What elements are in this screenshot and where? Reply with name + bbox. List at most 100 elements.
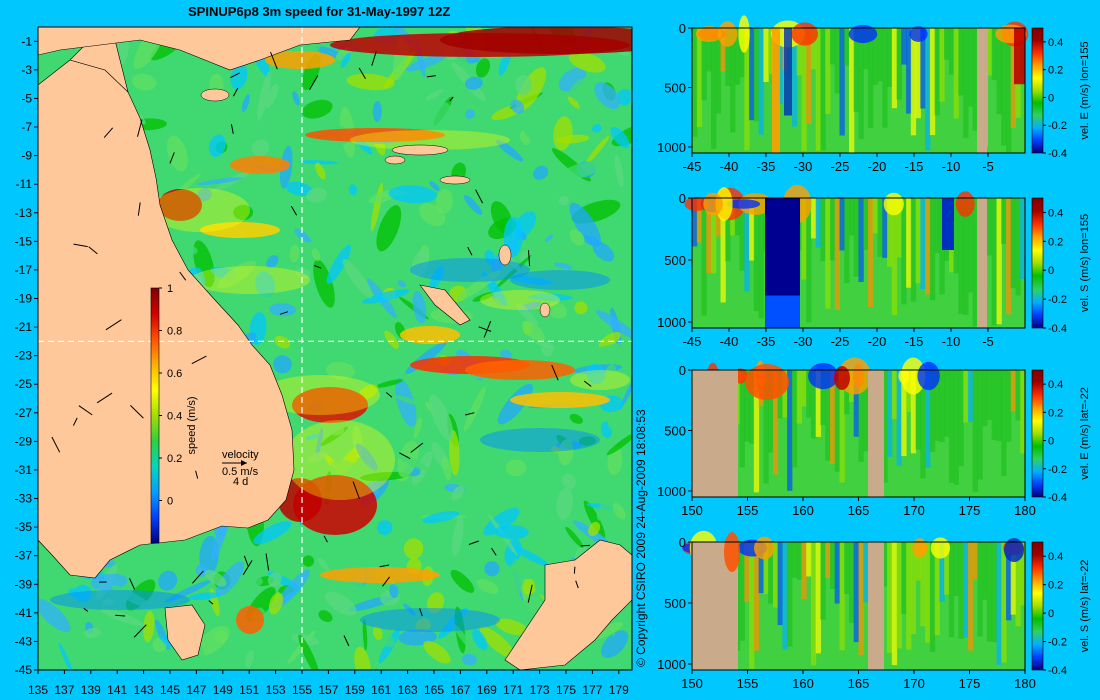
speed-eddy [509, 558, 524, 596]
speed-eddy [574, 301, 588, 315]
section-colorbar-tick-label: 0 [1048, 265, 1054, 277]
section-streak [896, 370, 902, 466]
section-streak [744, 542, 750, 603]
speed-eddy [305, 433, 321, 441]
speed-eddy [479, 100, 505, 114]
section-x-tick-label: 180 [1014, 676, 1036, 691]
map-x-tick-label: 159 [345, 683, 365, 697]
speed-eddy [354, 646, 371, 670]
map-y-tick-label: -7 [21, 120, 32, 134]
current-feature [292, 387, 368, 423]
speed-eddy [84, 627, 101, 639]
map-x-tick-label: 137 [54, 683, 74, 697]
velocity-arrow [352, 481, 360, 500]
speed-eddy [306, 187, 328, 203]
section-streak [744, 370, 750, 442]
section-streak [734, 28, 741, 85]
speed-eddy [358, 384, 379, 401]
speed-eddy [497, 383, 533, 425]
map-x-tick-label: 135 [28, 683, 48, 697]
surface-feature [703, 192, 723, 216]
velocity-arrow [265, 553, 270, 571]
section-streak [834, 370, 840, 472]
velocity-arrow [290, 205, 298, 216]
section-land [977, 198, 987, 328]
speed-eddy [244, 650, 254, 669]
speed-eddy [424, 528, 455, 542]
jet-feature [765, 198, 800, 296]
section-streak [991, 198, 997, 326]
section-streak [815, 198, 821, 248]
section-streak [925, 370, 931, 468]
velocity-arrow [169, 152, 175, 164]
map-y-tick-label: -29 [15, 434, 33, 448]
section-streak [853, 542, 859, 643]
section-x-tick-label: 170 [903, 503, 925, 518]
speed-eddy [406, 54, 446, 72]
section-streak [887, 370, 893, 457]
section-streak [810, 28, 817, 70]
speed-eddy [318, 610, 333, 623]
speed-eddy [273, 355, 292, 374]
section-panels: -45 -40 -35 -30 -25 -20 -15 -10 -5 0 500 1000 0.4 0.2… [657, 15, 1091, 691]
section-streak [891, 28, 898, 109]
velocity-arrow [309, 75, 319, 90]
island-land [539, 302, 551, 318]
velocity-arrow [73, 243, 88, 248]
speed-eddy [274, 335, 291, 349]
speed-eddy [294, 228, 312, 243]
section-x-tick-label: -30 [794, 334, 813, 349]
section-colorbar-tick-label: 0.2 [1048, 580, 1063, 592]
speed-eddy [484, 561, 500, 577]
map-y-tick-label: -13 [15, 206, 33, 220]
section-streak [772, 542, 779, 608]
section-streak [882, 198, 888, 258]
velocity-arrow [475, 189, 484, 204]
section-streak [1010, 542, 1016, 615]
speed-eddy [463, 494, 489, 529]
velocity-arrow [468, 540, 479, 545]
speed-eddy [293, 198, 316, 230]
velocity-arrow [72, 417, 78, 426]
island-land [439, 175, 471, 185]
speed-eddy [483, 507, 520, 536]
speed-eddy [285, 181, 313, 197]
current-feature [230, 156, 290, 174]
speed-eddy [512, 545, 550, 567]
section-streak [806, 28, 812, 124]
section-x-tick-label: 165 [848, 503, 870, 518]
section-panel-3: 150 155 160 165 170 175 180 0 500 1000 0.4 0.2 0 -0.2… [657, 357, 1091, 518]
section-streak [953, 198, 959, 274]
velocity-arrow [399, 452, 411, 460]
jet-feature [1014, 28, 1025, 85]
section-streak [953, 370, 959, 485]
section-streak [739, 28, 745, 78]
velocity-arrow [323, 535, 328, 543]
map-y-tick-label: -5 [21, 91, 32, 105]
section-y-tick-label: 1000 [657, 657, 686, 672]
section-streak [782, 370, 788, 418]
section-streak [887, 542, 893, 653]
speed-eddy [289, 287, 309, 297]
speed-eddy [594, 82, 621, 110]
section-streak [910, 198, 917, 302]
section-streak [715, 28, 722, 114]
section-streak [986, 28, 993, 76]
speed-eddy [451, 485, 465, 501]
tasmania-land [164, 604, 206, 661]
section-streak [725, 198, 731, 262]
section-streak [768, 370, 774, 453]
velocity-arrow [426, 75, 436, 78]
section-streak [901, 370, 907, 457]
slow-region [410, 258, 530, 282]
section-streak [844, 28, 850, 66]
surface-feature [754, 536, 775, 560]
section-land [868, 542, 884, 670]
section-streak [815, 370, 821, 437]
section-streak [872, 198, 879, 234]
velocity-arrow [465, 412, 475, 416]
speed-eddy [230, 63, 248, 90]
section-streak [844, 542, 850, 594]
section-streak [901, 542, 907, 614]
surface-feature [909, 26, 928, 42]
